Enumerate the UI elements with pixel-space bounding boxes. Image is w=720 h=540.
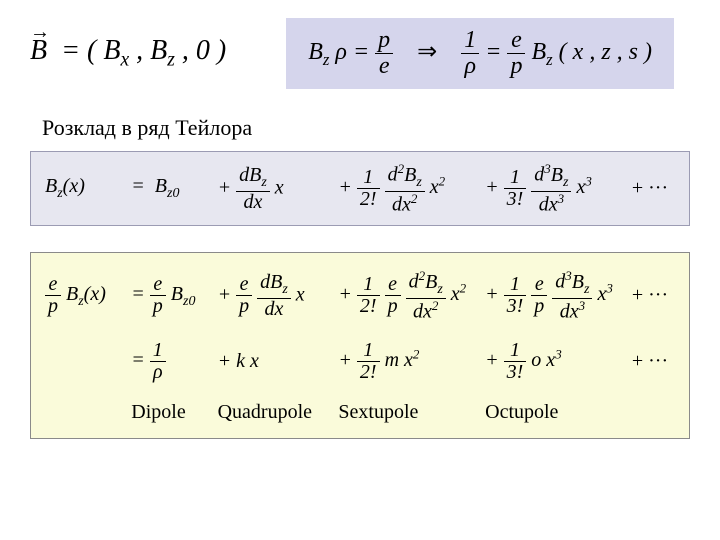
y-t1: + ep dBzdx x [218,272,339,320]
label-dipole: Dipole [131,401,217,424]
taylor-term-0: = Bz0 [131,175,217,202]
y2-t3: + 13! o x3 [485,340,632,383]
taylor-lhs: Bz(x) [45,175,131,202]
taylor-expansion-band: Bz(x) = Bz0 + dBzdx x + 12! d2Bzdx2 x2 +… [30,151,690,226]
taylor-term-1: + dBzdx x [218,165,339,213]
y-t2: + 12! ep d2Bzdx2 x2 [338,269,485,322]
multipole-labels: Dipole Quadrupole Sextupole Octupole [45,401,675,424]
y2-t1: + k x [218,350,339,373]
b-vector-def: →B = ( Bx , Bz , 0 ) [30,35,226,72]
y-dots1: + ··· [632,284,675,307]
label-sextupole: Sextupole [338,401,485,424]
frac-den: e [375,54,393,79]
slide: →B = ( Bx , Bz , 0 ) Bz ρ = pe ⇒ 1ρ = ep… [0,0,720,449]
frac-num: e [507,28,525,54]
y-lhs: ep Bz(x) [45,274,131,317]
y-dots2: + ··· [632,350,675,373]
y2-t0: = 1ρ [131,340,217,383]
taylor-term-3: + 13! d3Bzdx3 x3 [485,162,632,215]
y-t0: = ep Bz0 [131,274,217,317]
frac-num: p [375,28,393,54]
section-title: Розклад в ряд Тейлора [42,115,690,141]
frac-den: ρ [461,54,479,79]
top-row: →B = ( Bx , Bz , 0 ) Bz ρ = pe ⇒ 1ρ = ep… [30,18,690,89]
taylor-term-2: + 12! d2Bzdx2 x2 [338,162,485,215]
label-octupole: Octupole [485,401,632,424]
label-quadrupole: Quadrupole [218,401,339,424]
multipole-band: ep Bz(x) = ep Bz0 + ep dBzdx x + 12! ep … [30,252,690,439]
y2-t2: + 12! m x2 [338,340,485,383]
taylor-dots: + ··· [632,177,675,200]
equals: = [485,39,501,65]
key-relation-band: Bz ρ = pe ⇒ 1ρ = ep Bz ( x , z , s ) [286,18,674,89]
implies-icon: ⇒ [417,39,437,65]
y-t3: + 13! ep d3Bzdx3 x3 [485,269,632,322]
frac-den: p [507,54,525,79]
frac-num: 1 [461,28,479,54]
